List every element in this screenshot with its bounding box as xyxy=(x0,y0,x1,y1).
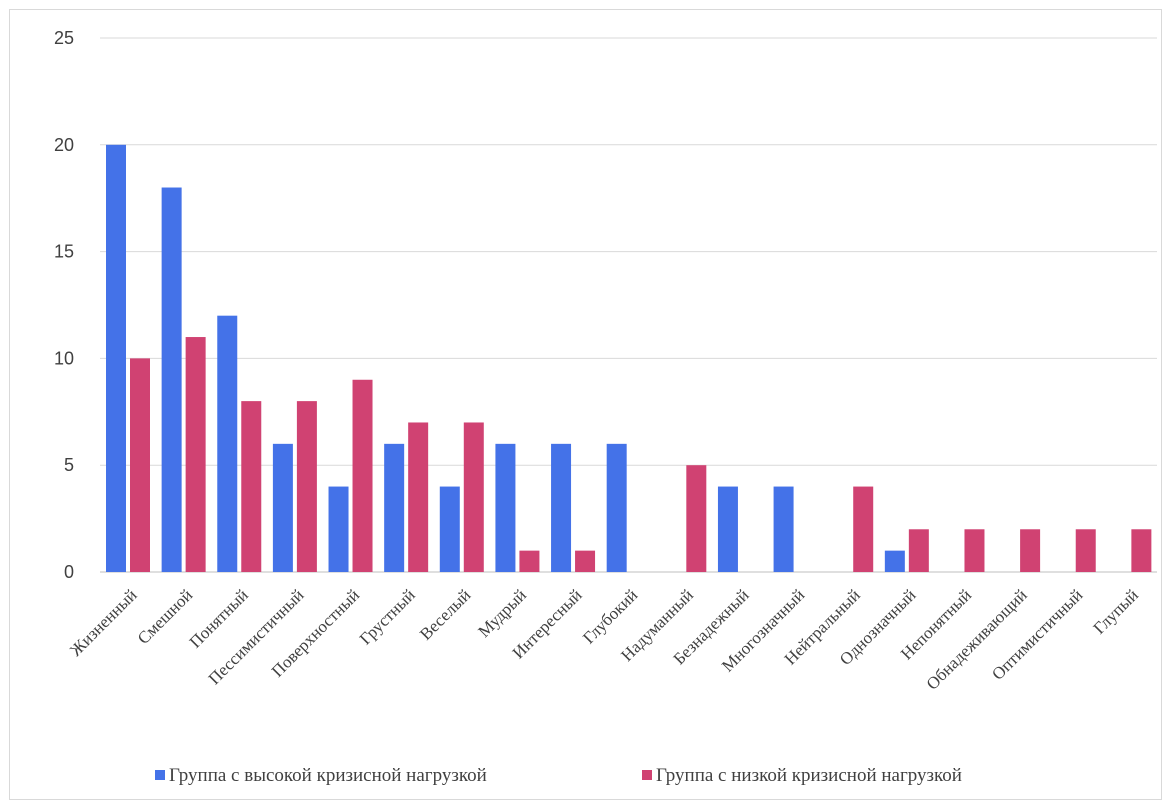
bar xyxy=(1131,529,1152,572)
bar xyxy=(161,187,182,572)
bar xyxy=(439,486,460,572)
bar xyxy=(272,443,293,572)
bar xyxy=(717,486,738,572)
bar xyxy=(296,401,317,572)
y-tick-label: 10 xyxy=(54,348,74,368)
y-tick-label: 0 xyxy=(64,562,74,582)
legend-label: Группа с высокой кризисной нагрузкой xyxy=(169,765,487,786)
bar xyxy=(519,550,540,572)
x-axis-ticks: ЖизненныйСмешнойПонятныйПессимистичныйПо… xyxy=(66,585,1142,693)
bar xyxy=(606,443,627,572)
y-tick-label: 15 xyxy=(54,242,74,262)
legend-label: Группа с низкой кризисной нагрузкой xyxy=(656,765,962,786)
bar xyxy=(495,443,516,572)
legend-swatch xyxy=(642,770,652,780)
bar xyxy=(1020,529,1041,572)
bar xyxy=(686,465,707,572)
legend: Группа с высокой кризисной нагрузкой Груп… xyxy=(155,765,962,786)
bar xyxy=(551,443,572,572)
bar xyxy=(384,443,405,572)
x-tick-label: Жизненный xyxy=(66,585,141,660)
bar xyxy=(463,422,484,572)
bar xyxy=(328,486,349,572)
x-tick-label: Пессимистичный xyxy=(205,585,308,688)
x-tick-label: Обнадеживающий xyxy=(923,585,1031,693)
y-axis-ticks: 0 5 10 15 20 25 xyxy=(54,28,74,582)
bar xyxy=(1075,529,1096,572)
x-tick-label: Глупый xyxy=(1090,585,1142,637)
x-tick-label: Мудрый xyxy=(474,585,530,641)
bar xyxy=(185,337,206,572)
bar xyxy=(217,315,238,572)
bar xyxy=(408,422,429,572)
y-tick-label: 20 xyxy=(54,135,74,155)
bars xyxy=(106,144,1152,573)
y-tick-label: 25 xyxy=(54,28,74,48)
bar xyxy=(884,550,905,572)
legend-swatch xyxy=(155,770,165,780)
bar xyxy=(853,486,874,572)
x-tick-label: Веселый xyxy=(416,585,474,643)
bar xyxy=(352,379,373,572)
bar xyxy=(130,358,150,572)
bar xyxy=(575,550,596,572)
y-tick-label: 5 xyxy=(64,455,74,475)
bar xyxy=(773,486,794,572)
bar xyxy=(908,529,929,572)
x-tick-label: Грустный xyxy=(356,585,419,648)
bar xyxy=(106,144,126,573)
bar xyxy=(241,401,262,572)
bar xyxy=(964,529,985,572)
